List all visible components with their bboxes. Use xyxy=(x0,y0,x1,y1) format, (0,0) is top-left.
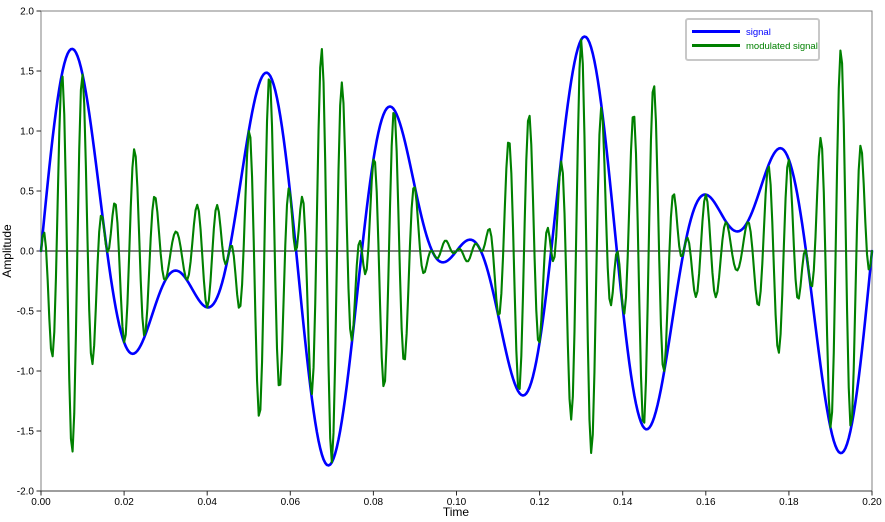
x-tick-label: 0.20 xyxy=(862,497,882,508)
legend: signal modulated signal xyxy=(685,18,820,61)
modulated-signal-curve xyxy=(39,38,874,464)
legend-box xyxy=(685,18,820,61)
modulated-signal-legend-label: modulated signal xyxy=(746,41,818,52)
x-axis-title: Time xyxy=(443,505,470,519)
x-tick-label: 0.06 xyxy=(281,497,301,508)
y-tick-label: -1.0 xyxy=(17,367,35,378)
x-tick-label: 0.08 xyxy=(364,497,384,508)
y-tick-label: 1.0 xyxy=(20,127,34,138)
signal-legend-label: signal xyxy=(746,27,771,38)
x-tick-label: 0.00 xyxy=(31,497,51,508)
y-tick-label: 0.0 xyxy=(20,247,34,258)
y-tick-label: 1.5 xyxy=(20,67,34,78)
x-tick-label: 0.14 xyxy=(613,497,633,508)
legend-item-signal[interactable]: signal xyxy=(692,27,771,38)
x-axis-ticks: 0.00 0.02 0.04 0.06 0.08 0.10 0.12 0.14 0.16 0.18… xyxy=(31,491,882,508)
y-axis-title: Amplitude xyxy=(0,224,14,278)
x-tick-label: 0.12 xyxy=(530,497,550,508)
y-tick-label: -2.0 xyxy=(17,487,35,498)
x-tick-label: 0.02 xyxy=(114,497,134,508)
y-tick-label: -1.5 xyxy=(17,427,35,438)
x-tick-label: 0.10 xyxy=(447,497,467,508)
y-tick-label: 2.0 xyxy=(20,7,34,18)
legend-item-modulated-signal[interactable]: modulated signal xyxy=(692,41,818,52)
x-tick-label: 0.16 xyxy=(696,497,716,508)
x-tick-label: 0.04 xyxy=(197,497,217,508)
series-curves xyxy=(39,35,874,467)
x-tick-label: 0.18 xyxy=(779,497,799,508)
y-axis-ticks: 2.0 1.5 1.0 0.5 0.0 -0.5 -1.0 -1.5 -2.0 xyxy=(17,7,41,498)
y-tick-label: 0.5 xyxy=(20,187,34,198)
y-tick-label: -0.5 xyxy=(17,307,35,318)
